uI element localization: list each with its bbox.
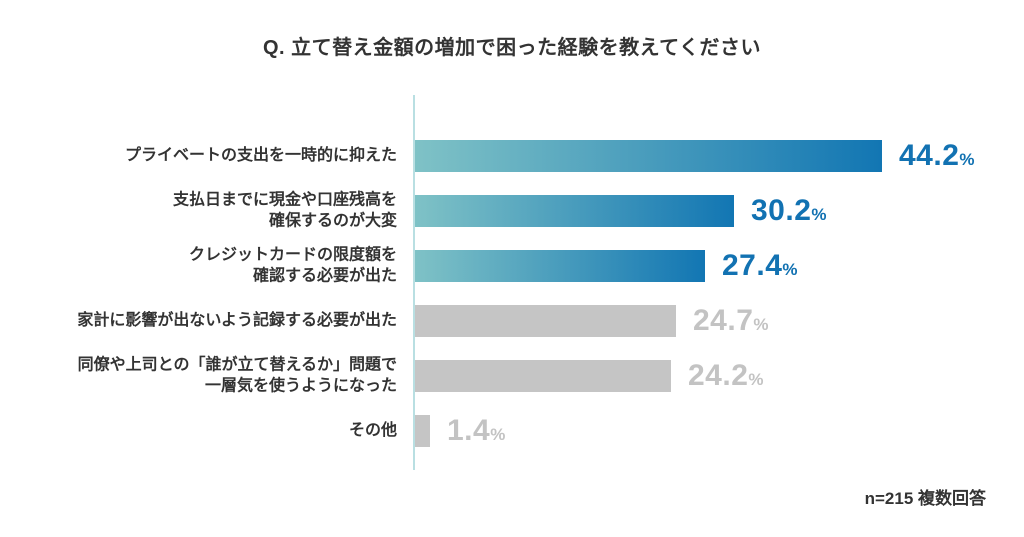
chart-row: プライベートの支出を一時的に抑えた 44.2% [0, 128, 1024, 183]
value-unit: % [782, 259, 798, 279]
chart-row: クレジットカードの限度額を 確認する必要が出た 27.4% [0, 238, 1024, 293]
bar [415, 194, 734, 227]
value-label: 44.2% [899, 138, 975, 172]
chart-row: 同僚や上司との「誰が立て替えるか」問題で 一層気を使うようになった 24.2% [0, 348, 1024, 403]
axis-line [413, 95, 415, 470]
value-number: 44.2 [899, 138, 960, 172]
chart-row: 支払日までに現金や口座残高を 確保するのが大変 30.2% [0, 183, 1024, 238]
category-label: 同僚や上司との「誰が立て替えるか」問題で 一層気を使うようになった [77, 355, 397, 395]
value-number: 24.7 [693, 303, 754, 337]
category-label: その他 [348, 421, 397, 439]
bar [415, 359, 671, 392]
bar [415, 139, 882, 172]
category-label: クレジットカードの限度額を 確認する必要が出た [188, 245, 397, 285]
bar [415, 249, 705, 282]
bar [415, 304, 676, 337]
value-number: 24.2 [688, 358, 749, 392]
category-label: プライベートの支出を一時的に抑えた [124, 146, 397, 164]
bar-group: 1.4% [415, 403, 505, 458]
value-unit: % [959, 149, 975, 169]
value-unit: % [490, 424, 506, 444]
value-number: 30.2 [751, 193, 812, 227]
bar-chart: プライベートの支出を一時的に抑えた 44.2% 支払日までに現金や口座残高を 確保す… [0, 95, 1024, 470]
bar-group: 27.4% [415, 238, 798, 293]
category-label: 支払日までに現金や口座残高を 確保するのが大変 [172, 190, 397, 230]
value-label: 24.2% [688, 358, 764, 392]
value-unit: % [811, 204, 827, 224]
value-label: 1.4% [447, 413, 506, 447]
category-label: 家計に影響が出ないよう記録する必要が出た [77, 311, 397, 329]
bar-group: 24.2% [415, 348, 764, 403]
chart-title: Q. 立て替え金額の増加で困った経験を教えてください [262, 37, 762, 59]
value-number: 27.4 [722, 248, 783, 282]
bar-group: 30.2% [415, 183, 827, 238]
value-unit: % [748, 369, 764, 389]
bar [415, 414, 430, 447]
chart-row: 家計に影響が出ないよう記録する必要が出た 24.7% [0, 293, 1024, 348]
value-label: 30.2% [751, 193, 827, 227]
chart-rows: プライベートの支出を一時的に抑えた 44.2% 支払日までに現金や口座残高を 確保す… [0, 128, 1024, 458]
bar-group: 44.2% [415, 128, 975, 183]
sample-size-note: n=215 複数回答 [864, 489, 986, 508]
value-label: 27.4% [722, 248, 798, 282]
bar-group: 24.7% [415, 293, 769, 348]
value-label: 24.7% [693, 303, 769, 337]
chart-row: その他 1.4% [0, 403, 1024, 458]
value-unit: % [753, 314, 769, 334]
value-number: 1.4 [447, 413, 491, 447]
